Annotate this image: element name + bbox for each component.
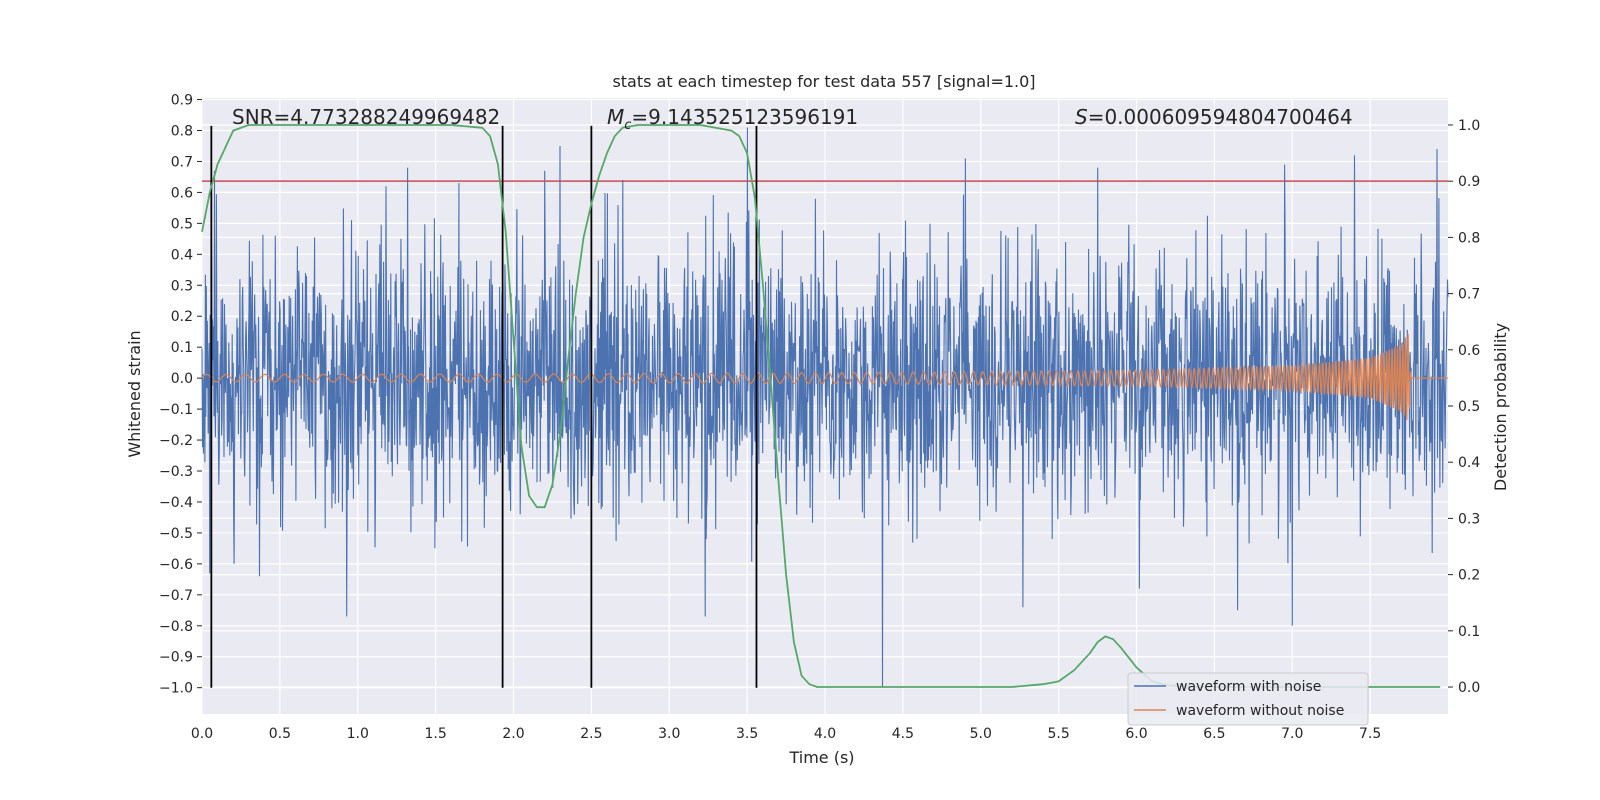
y2-tick-label: 0.2 (1458, 568, 1480, 584)
y-tick-label: 0.5 (171, 216, 193, 232)
y2-tick-label: 0.5 (1458, 399, 1480, 415)
series-waveform-without-noise (201, 333, 1448, 421)
y2-tick-label: 0.9 (1458, 174, 1480, 190)
mc-subscript: c (624, 118, 631, 133)
annotation-chirp-mass: Mc=9.143525123596191 (607, 105, 858, 133)
y-tick-label: −1.0 (159, 681, 193, 697)
y-tick-label: −0.5 (159, 526, 193, 542)
x-tick-label: 3.0 (658, 726, 680, 742)
x-tick-label: 4.0 (814, 726, 836, 742)
axes: 0.0 0.5 1.0 1.5 2.0 2.5 3.0 3.5 4.0 4.5 5.0 5.5 6.0 6… (159, 93, 1480, 742)
x-tick-label: 2.0 (502, 726, 524, 742)
x-tick-label: 6.5 (1203, 726, 1225, 742)
clean-line (201, 333, 1448, 421)
y-tick-label: 0.2 (171, 309, 193, 325)
x-tick-label: 3.5 (736, 726, 758, 742)
y2-tick-label: 0.6 (1458, 343, 1480, 359)
x-axis-title: Time (s) (788, 748, 854, 767)
y-tick-label: 0.8 (171, 124, 193, 140)
probability-line (201, 124, 1441, 688)
y-tick-label: −0.2 (159, 433, 193, 449)
y2-axis-title: Detection probability (1491, 323, 1510, 491)
y-tick-label: −0.3 (159, 464, 193, 480)
y2-tick-label: 1.0 (1458, 118, 1480, 134)
legend-box (1127, 672, 1369, 726)
legend-label-noise: waveform with noise (1176, 679, 1321, 695)
x-tick-label: 1.5 (424, 726, 446, 742)
y-tick-label: 0.9 (171, 93, 193, 109)
noise-line (201, 127, 1449, 688)
s-value: =0.000609594804700464 (1088, 105, 1353, 129)
x-tick-label: 0.5 (269, 726, 291, 742)
y-tick-label: −0.7 (159, 588, 193, 604)
x-tick-label: 4.5 (892, 726, 914, 742)
y-tick-label: 0.3 (171, 278, 193, 294)
x-tick-label: 7.5 (1359, 726, 1381, 742)
y-tick-label: 0.0 (171, 371, 193, 387)
y-tick-label: −0.1 (159, 402, 193, 418)
y-tick-label: −0.4 (159, 495, 193, 511)
s-symbol: S (1075, 105, 1088, 129)
chart-title: stats at each timestep for test data 557… (612, 72, 1035, 91)
mc-symbol: M (607, 105, 624, 129)
y-tick-label: −0.6 (159, 557, 193, 573)
y2-tick-label: 0.3 (1458, 511, 1480, 527)
x-tick-label: 5.5 (1047, 726, 1069, 742)
x-tick-label: 2.5 (580, 726, 602, 742)
y2-tick-label: 0.4 (1458, 455, 1480, 471)
x-tick-label: 7.0 (1281, 726, 1303, 742)
y-tick-label: −0.9 (159, 650, 193, 666)
y2-tick-label: 0.1 (1458, 624, 1480, 640)
y-tick-label: 0.1 (171, 340, 193, 356)
x-tick-label: 6.0 (1125, 726, 1147, 742)
y-tick-label: −0.8 (159, 619, 193, 635)
y-tick-label: 0.4 (171, 247, 193, 263)
y-tick-label: 0.6 (171, 185, 193, 201)
x-tick-label: 5.0 (970, 726, 992, 742)
legend: waveform with noise waveform without noi… (1127, 672, 1369, 726)
mc-value: =9.143525123596191 (631, 105, 858, 129)
y2-tick-label: 0.7 (1458, 287, 1480, 303)
series-waveform-with-noise (201, 127, 1449, 688)
y2-tick-label: 0.8 (1458, 230, 1480, 246)
x-tick-label: 0.0 (191, 726, 213, 742)
y2-tick-label: 0.0 (1458, 680, 1480, 696)
annotation-s: S=0.000609594804700464 (1075, 105, 1353, 129)
legend-label-clean: waveform without noise (1176, 703, 1344, 719)
series-detection-probability (201, 124, 1441, 688)
y-tick-label: 0.7 (171, 154, 193, 170)
annotation-snr: SNR=4.773288249969482 (232, 105, 500, 129)
y-axis-title: Whitened strain (125, 330, 144, 457)
x-tick-label: 1.0 (347, 726, 369, 742)
